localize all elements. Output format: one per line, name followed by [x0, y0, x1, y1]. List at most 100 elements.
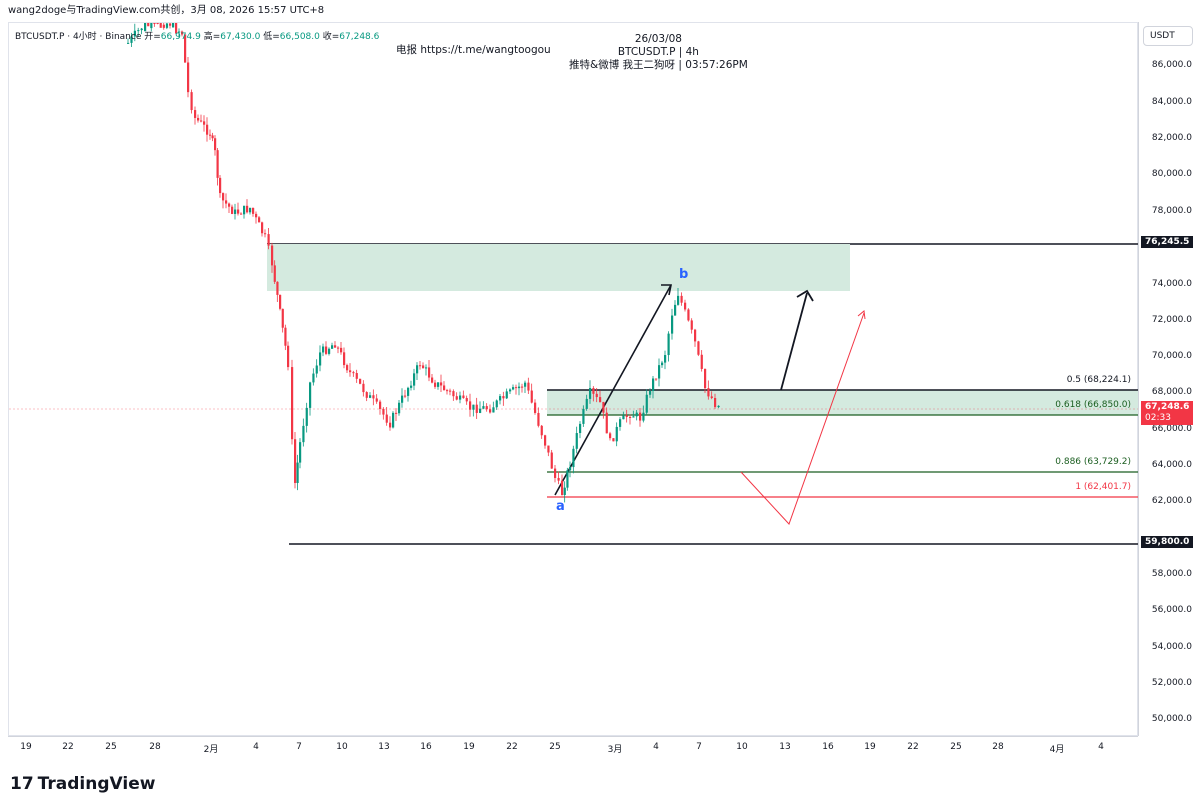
candle-body: [328, 348, 331, 354]
candle-body: [694, 329, 697, 342]
candle-body: [209, 134, 212, 136]
candle-body: [389, 422, 392, 428]
candle-body: [372, 395, 375, 399]
candle-body: [279, 294, 282, 309]
candle-body: [349, 370, 352, 373]
legend-high: 67,430.0: [220, 32, 261, 42]
candle-body: [550, 452, 553, 469]
candle-body: [197, 117, 200, 121]
candle-body: [334, 345, 337, 348]
candle-body: [159, 23, 162, 28]
candle-body: [710, 396, 713, 399]
legend-open-label: 开=: [144, 32, 161, 42]
time-tick: 28: [992, 742, 1004, 752]
candle-body: [687, 309, 690, 321]
candle-body: [322, 346, 325, 353]
candle-body: [434, 382, 437, 387]
candle-body: [697, 341, 700, 355]
candle-body: [521, 386, 524, 388]
price-label: 56,000.0: [1151, 605, 1192, 615]
candle-body: [395, 412, 398, 414]
symbol-legend[interactable]: BTCUSDT.P · 4小时 · Binance 开=66,974.9 高=6…: [15, 29, 379, 42]
candle-body: [225, 200, 228, 204]
candle-body: [127, 42, 130, 44]
candle-body: [605, 412, 608, 434]
candle-body: [554, 468, 557, 478]
candle-body: [609, 433, 612, 439]
candle-body: [524, 382, 527, 387]
price-label: 52,000.0: [1151, 678, 1192, 688]
candle-body: [169, 23, 172, 26]
legend-close: 67,248.6: [339, 32, 380, 42]
time-tick: 28: [149, 742, 161, 752]
candle-body: [700, 354, 703, 369]
candle-body: [273, 265, 276, 282]
candle-body: [206, 124, 209, 135]
chart-area[interactable]: BTCUSDT.P · 4小时 · Binance 开=66,974.9 高=6…: [8, 22, 1139, 736]
candle-body: [150, 23, 153, 29]
price-label: 84,000.0: [1151, 97, 1192, 107]
candle-body: [667, 333, 670, 356]
time-tick: 3月: [607, 745, 623, 755]
candle-body: [425, 367, 428, 369]
candle-body: [240, 213, 243, 215]
candle-body: [407, 387, 410, 396]
candle-body: [717, 405, 720, 408]
time-tick: 16: [822, 742, 834, 752]
price-tag-upper: 76,245.5: [1141, 236, 1194, 248]
candle-body: [190, 92, 193, 111]
candle-body: [252, 207, 255, 214]
price-axis[interactable]: USDT 86,000.0 84,000.0 82,000.0 80,000.0 78,…: [1138, 22, 1200, 736]
candle-body: [664, 355, 667, 363]
candle-body: [515, 387, 518, 389]
bar-countdown: 02:33: [1145, 413, 1171, 423]
candle-body: [133, 30, 136, 37]
candle-body: [413, 373, 416, 386]
price-label: 58,000.0: [1151, 569, 1192, 579]
candle-body: [325, 346, 328, 354]
price-label: 54,000.0: [1151, 642, 1192, 652]
candle-body: [462, 395, 465, 399]
candle-body: [137, 30, 140, 32]
candle-body: [291, 367, 294, 440]
time-axis[interactable]: 19 22 25 28 2月 4 7 10 13 16 19 22 25 3月 4 7 10 13 16 19 22 25…: [8, 736, 1138, 758]
candle-body: [187, 62, 190, 93]
candle-body: [465, 398, 468, 402]
tradingview-logo-icon: 17: [10, 774, 34, 794]
candle-body: [482, 406, 485, 409]
tradingview-logo[interactable]: 17 TradingView: [10, 774, 155, 794]
time-tick: 22: [506, 742, 518, 752]
candle-body: [582, 408, 585, 424]
candle-body: [475, 404, 478, 413]
wave-label-b: b: [679, 267, 689, 282]
telegram-link: 电报 https://t.me/wangtoogou: [396, 44, 551, 56]
price-label: 62,000.0: [1151, 496, 1192, 506]
currency-button[interactable]: USDT: [1143, 26, 1193, 46]
info-author-time: 推特&微博 我王二狗呀 | 03:57:26PM: [569, 59, 748, 71]
fib-label-05: 0.5 (68,224.1): [1066, 375, 1131, 385]
time-tick: 7: [696, 742, 702, 752]
candle-body: [340, 347, 343, 353]
candle-body: [680, 295, 683, 303]
bull-projection-arrow: [780, 292, 808, 391]
price-tag-current: 67,248.6 02:33: [1141, 401, 1194, 425]
candle-body: [537, 412, 540, 426]
candle-body: [181, 31, 184, 35]
candle-body: [156, 23, 159, 24]
candle-body: [379, 401, 382, 409]
candle-body: [419, 365, 422, 367]
candle-body: [315, 365, 318, 374]
candle-body: [231, 206, 234, 214]
candle-body: [130, 36, 133, 43]
footer: 17 TradingView: [0, 758, 1200, 808]
candle-body: [655, 378, 658, 380]
time-tick: 10: [336, 742, 348, 752]
candle-body: [492, 407, 495, 413]
candle-body: [375, 398, 378, 402]
time-tick: 22: [62, 742, 74, 752]
candle-body: [595, 393, 598, 398]
candle-body: [343, 352, 346, 366]
candle-body: [309, 382, 312, 408]
time-tick: 2月: [203, 745, 219, 755]
candle-body: [589, 388, 592, 399]
